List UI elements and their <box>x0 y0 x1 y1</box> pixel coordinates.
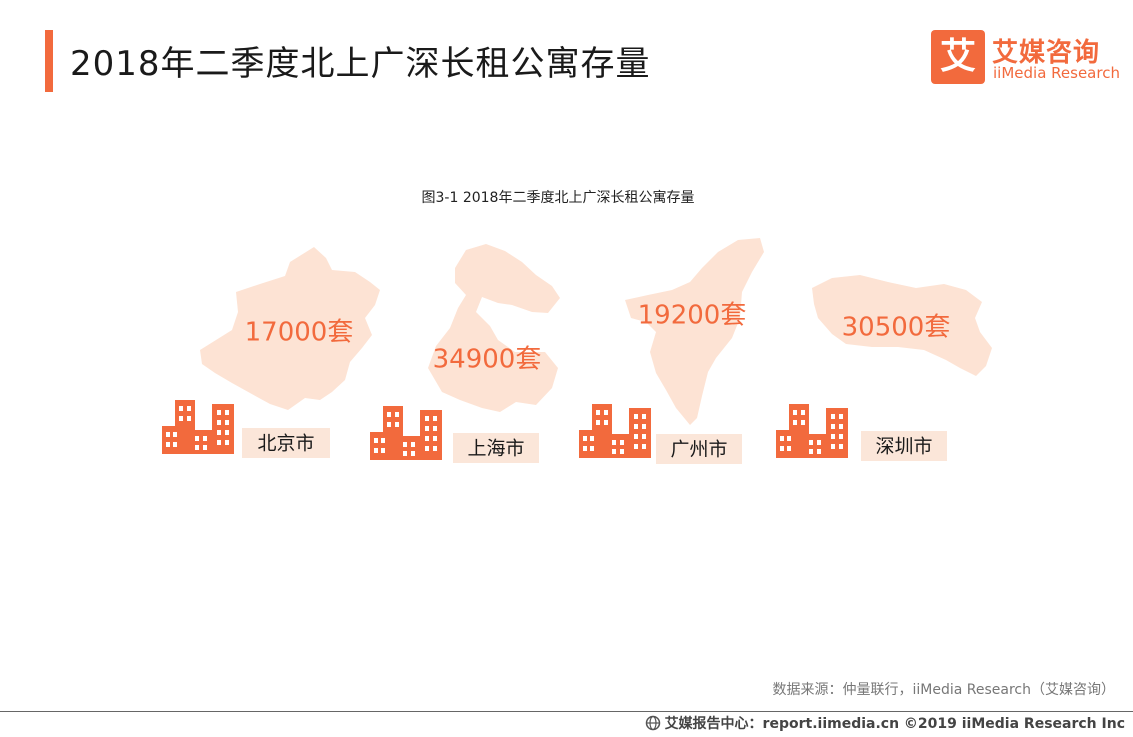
building-icon-3 <box>579 404 651 458</box>
city-map-3 <box>625 238 764 425</box>
footer: 艾媒报告中心：report.iimedia.cn ©2019 iiMedia R… <box>645 713 1125 733</box>
globe-icon <box>645 715 661 731</box>
building-icon-4 <box>776 404 848 458</box>
value-label-1: 17000套 <box>245 318 354 348</box>
city-label-3: 广州市 <box>670 439 727 461</box>
data-source: 数据来源：仲量联行，iiMedia Research（艾媒咨询） <box>773 679 1116 699</box>
building-icon-2 <box>370 406 442 460</box>
city-label-1: 北京市 <box>257 433 314 455</box>
city-map-2 <box>428 244 560 412</box>
value-label-3: 19200套 <box>638 301 747 331</box>
value-label-2: 34900套 <box>433 345 542 375</box>
footer-text: 艾媒报告中心：report.iimedia.cn ©2019 iiMedia R… <box>665 716 1125 732</box>
building-icon-1 <box>162 400 234 454</box>
city-label-4: 深圳市 <box>875 436 932 458</box>
footer-divider <box>0 711 1133 712</box>
city-label-2: 上海市 <box>467 438 524 460</box>
value-label-4: 30500套 <box>842 313 951 343</box>
